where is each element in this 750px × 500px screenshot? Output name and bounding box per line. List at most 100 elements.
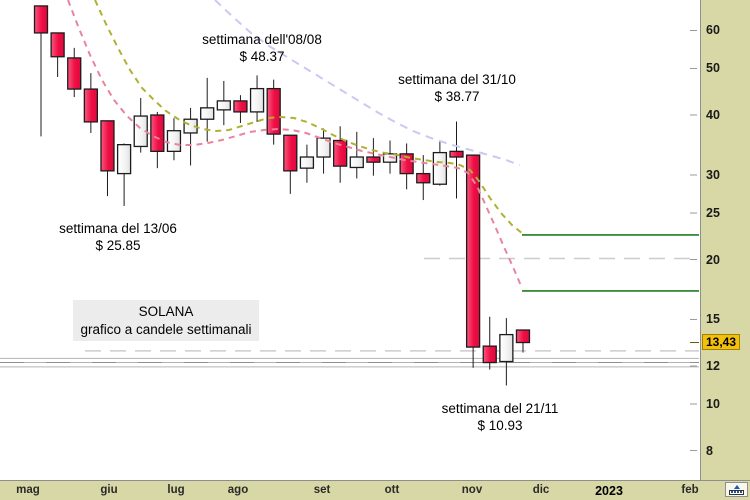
- annotation-value: $ 38.77: [434, 89, 480, 104]
- candle-body-up: [432, 151, 448, 185]
- ma-long-lavender: [214, 0, 521, 166]
- candle-5: [116, 143, 132, 207]
- candle-18: [333, 126, 348, 183]
- mini-bars-icon: [729, 489, 744, 495]
- candle-body-down: [399, 153, 414, 175]
- ma-short-pink: [67, 0, 523, 289]
- y-axis-label-12: 12: [706, 358, 720, 373]
- candle-4: [100, 120, 115, 197]
- x-axis-label-ott: ott: [384, 484, 400, 496]
- y-axis-label-8: 8: [706, 443, 713, 458]
- candle-7: [150, 111, 165, 169]
- candle-body-down: [482, 345, 497, 364]
- candle-12: [233, 95, 248, 123]
- y-axis-label-25: 25: [706, 205, 720, 220]
- candle-body-down: [515, 329, 531, 344]
- x-axis-label-lug: lug: [167, 484, 185, 496]
- candle-body-up: [499, 333, 514, 363]
- ma-medium-olive: [94, 0, 524, 235]
- y-axis-label-10: 10: [706, 397, 720, 411]
- price-chart-area[interactable]: settimana dell'08/08 $ 48.37 settimana d…: [0, 0, 700, 480]
- x-axis-label-nov: nov: [461, 484, 483, 496]
- candle-25: [449, 121, 464, 199]
- candle-body-down: [366, 156, 381, 163]
- y-axis-label-30: 30: [706, 167, 720, 182]
- candle-body-up: [216, 100, 231, 111]
- candle-body-up: [133, 115, 148, 148]
- candle-body-down: [266, 87, 281, 135]
- candle-body-down: [100, 120, 115, 172]
- chart-title: SOLANA: [138, 303, 194, 319]
- annotation-3110: settimana del 31/10 $ 38.77: [398, 71, 516, 105]
- y-axis-label-60: 60: [706, 23, 720, 38]
- restore-panel-button[interactable]: [725, 482, 748, 497]
- candle-6: [133, 98, 148, 153]
- candle-26: [465, 154, 481, 368]
- x-axis-label-dic: dic: [532, 484, 550, 496]
- candle-body-down: [50, 32, 65, 58]
- candle-0: [33, 5, 49, 137]
- candle-body-up: [116, 143, 132, 175]
- annotation-value: $ 25.85: [95, 238, 141, 253]
- candle-body-down: [333, 139, 348, 167]
- annotation-1306: settimana del 13/06 $ 25.85: [59, 220, 177, 254]
- candle-1: [50, 32, 65, 78]
- x-axis-label-mag: mag: [16, 484, 40, 496]
- candle-20: [366, 138, 381, 176]
- candle-15: [283, 134, 298, 194]
- candle-13: [249, 75, 265, 122]
- x-axis-label-giu: giu: [100, 484, 118, 496]
- annotation-value: $ 48.37: [239, 49, 285, 64]
- x-axis-label-2023: 2023: [595, 484, 623, 498]
- annotation-text: settimana del 31/10: [398, 72, 516, 87]
- y-axis-label-20: 20: [706, 252, 720, 267]
- candle-body-down: [33, 5, 49, 34]
- candle-body-down: [83, 88, 99, 123]
- candle-16: [299, 144, 315, 183]
- candle-body-up: [166, 130, 182, 153]
- candle-9: [183, 107, 198, 166]
- annotation-text: settimana dell'08/08: [202, 32, 322, 47]
- annotation-0808: settimana dell'08/08 $ 48.37: [202, 31, 322, 65]
- candle-body-up: [249, 87, 265, 113]
- candle-17: [316, 128, 331, 174]
- candle-body-down: [283, 134, 298, 172]
- arrow-up-icon: [733, 484, 740, 489]
- candle-body-up: [316, 137, 331, 158]
- x-axis[interactable]: mag giu lug ago set ott nov dic 2023 feb: [0, 480, 750, 500]
- y-axis-label-40: 40: [706, 108, 720, 122]
- last-price-badge: 13,43: [702, 334, 741, 350]
- annotation-2111: settimana del 21/11 $ 10.93: [442, 400, 559, 434]
- annotation-text: settimana del 21/11: [441, 401, 559, 416]
- candle-body-down: [465, 154, 481, 348]
- candle-body-up: [349, 156, 364, 169]
- x-axis-label-ago: ago: [227, 484, 249, 496]
- y-axis-label-50: 50: [706, 61, 720, 76]
- candle-11: [216, 80, 231, 126]
- candle-19: [349, 131, 364, 179]
- candle-body-down: [67, 57, 82, 90]
- candlestick-canvas: [0, 0, 699, 452]
- candle-27: [482, 316, 497, 370]
- candle-body-up: [299, 156, 315, 169]
- annotation-value: $ 10.93: [477, 418, 523, 433]
- candle-body-down: [233, 100, 248, 113]
- annotation-text: settimana del 13/06: [59, 221, 177, 236]
- candle-body-down: [416, 172, 431, 184]
- y-axis-label-15: 15: [706, 312, 720, 327]
- candle-body-down: [150, 114, 165, 153]
- candle-2: [67, 47, 82, 98]
- candle-22: [399, 143, 414, 190]
- chart-title-box: SOLANA grafico a candele settimanali: [73, 300, 259, 341]
- candle-3: [83, 73, 99, 133]
- candle-10: [200, 77, 215, 142]
- candle-14: [266, 79, 281, 145]
- candle-28: [499, 318, 514, 386]
- candle-body-down: [449, 150, 464, 158]
- candle-body-up: [200, 107, 215, 120]
- candle-29: [515, 329, 531, 353]
- x-axis-label-set: set: [313, 484, 331, 496]
- y-axis[interactable]: 60 50 40 30 25 20 15 12 10 8: [700, 0, 750, 480]
- chart-subtitle: grafico a candele settimanali: [80, 321, 252, 337]
